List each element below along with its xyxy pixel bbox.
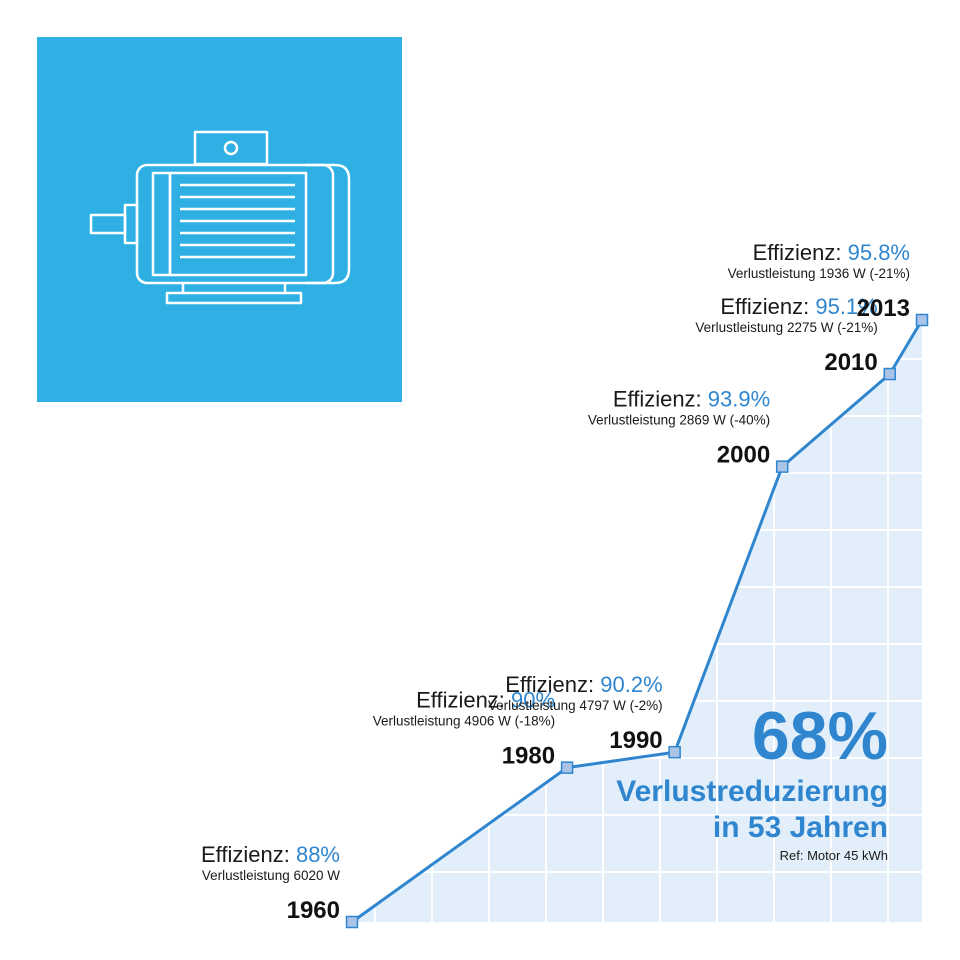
efficiency-value: 93.9%	[708, 387, 770, 412]
efficiency-label-1990: Effizienz: 90.2%	[505, 672, 662, 697]
efficiency-prefix: Effizienz:	[505, 672, 600, 697]
year-label-2013: 2013	[857, 295, 910, 322]
loss-label-2013: Verlustleistung 1936 W (-21%)	[728, 266, 910, 281]
efficiency-value: 95.8%	[848, 240, 910, 265]
efficiency-label-2000: Effizienz: 93.9%	[613, 387, 770, 412]
efficiency-prefix: Effizienz:	[753, 240, 848, 265]
year-label-1960: 1960	[287, 897, 340, 924]
efficiency-prefix: Effizienz:	[201, 842, 296, 867]
efficiency-label-2010: Effizienz: 95.1%	[720, 294, 877, 319]
reduction-percentage: 68%	[751, 698, 888, 774]
loss-label-1980: Verlustleistung 4906 W (-18%)	[373, 714, 555, 729]
summary-block: 68% Verlustreduzierung in 53 Jahren Ref:…	[616, 698, 888, 863]
year-label-2010: 2010	[824, 349, 877, 376]
efficiency-value: 90%	[511, 688, 555, 713]
efficiency-label-2013: Effizienz: 95.8%	[753, 240, 910, 265]
reduction-caption-line2: in 53 Jahren	[712, 811, 888, 844]
year-label-1990: 1990	[609, 727, 662, 754]
loss-label-1990: Verlustleistung 4797 W (-2%)	[488, 698, 663, 713]
efficiency-value: 90.2%	[600, 672, 662, 697]
area-fill	[352, 320, 922, 922]
efficiency-prefix: Effizienz:	[613, 387, 708, 412]
loss-label-2000: Verlustleistung 2869 W (-40%)	[588, 413, 770, 428]
data-point-2013	[915, 313, 929, 327]
efficiency-label-1980: Effizienz: 90%	[416, 688, 555, 713]
efficiency-label-1960: Effizienz: 88%	[201, 842, 340, 867]
electric-motor-icon	[89, 130, 351, 305]
year-label-2000: 2000	[717, 442, 770, 469]
efficiency-prefix: Effizienz:	[416, 688, 511, 713]
data-point-2000	[775, 460, 789, 473]
efficiency-value: 88%	[296, 842, 340, 867]
data-point-2010	[883, 367, 896, 381]
efficiency-value: 95.1%	[815, 294, 877, 319]
data-point-1990	[668, 745, 681, 759]
data-point-1980	[560, 761, 574, 774]
data-point-1960	[345, 915, 359, 929]
efficiency-prefix: Effizienz:	[720, 294, 815, 319]
year-label-1980: 1980	[502, 743, 555, 770]
loss-label-2010: Verlustleistung 2275 W (-21%)	[695, 320, 877, 335]
motor-icon-panel	[37, 37, 402, 402]
reference-note: Ref: Motor 45 kWh	[779, 848, 888, 863]
reduction-caption-line1: Verlustreduzierung	[616, 775, 888, 808]
efficiency-series-line	[351, 319, 924, 924]
loss-label-1960: Verlustleistung 6020 W	[202, 868, 340, 883]
